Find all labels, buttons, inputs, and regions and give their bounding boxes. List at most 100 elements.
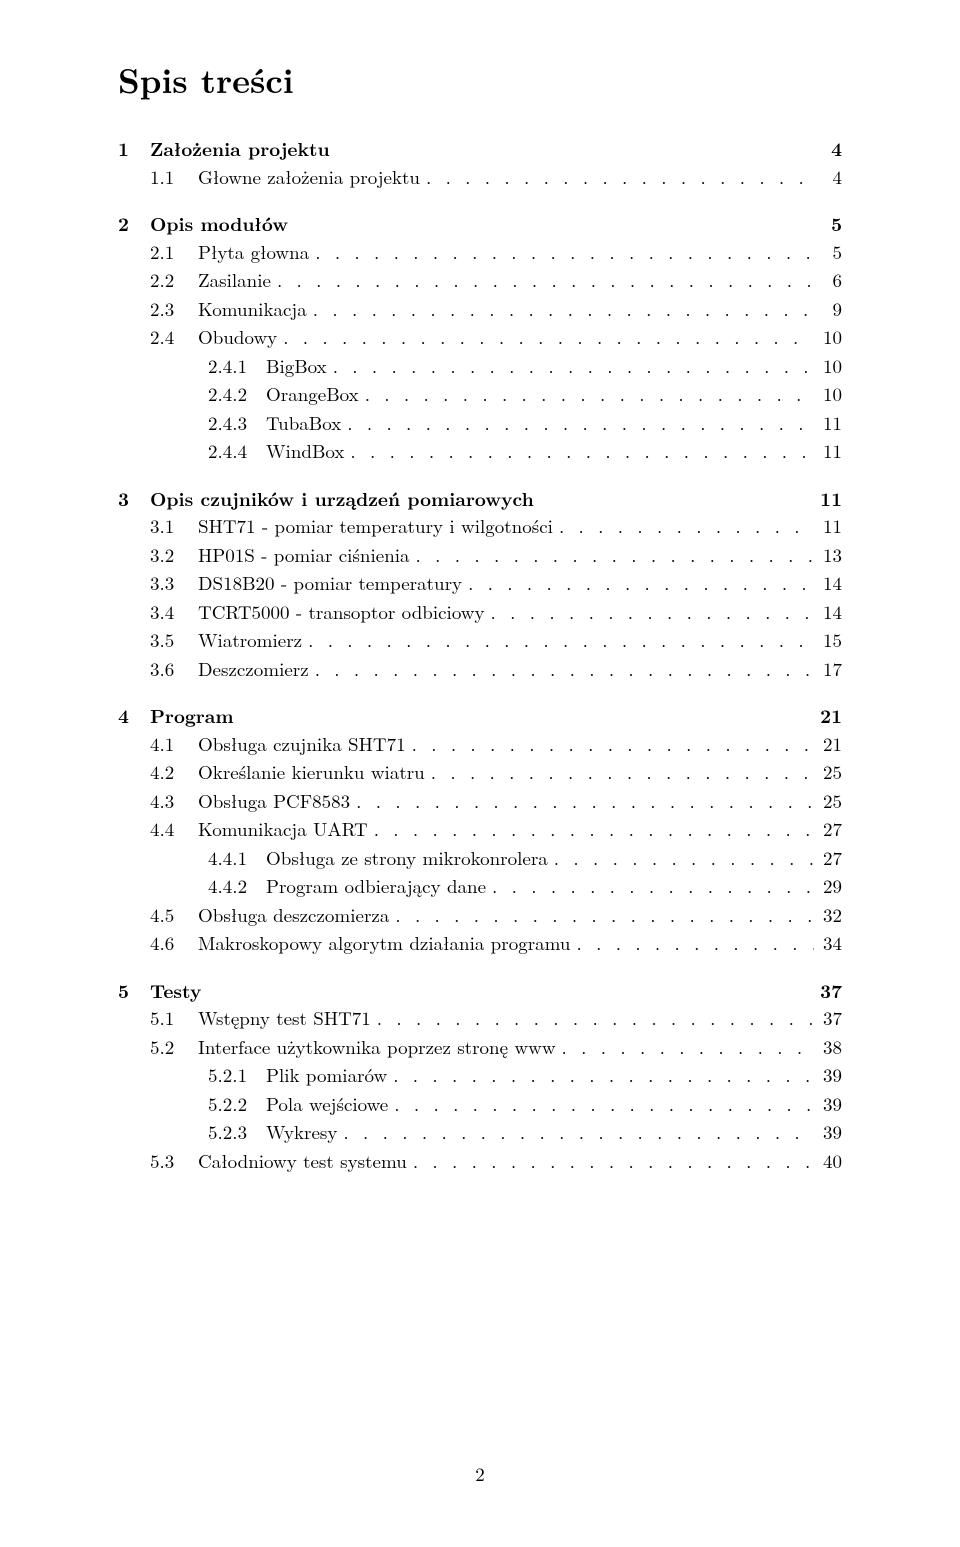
toc-entry-label: Obsługa PCF8583 — [198, 787, 354, 816]
toc-entry-number: 5 — [118, 976, 150, 1005]
toc-entry-label: Obsługa czujnika SHT71 — [198, 730, 410, 759]
toc-entry: 3.4TCRT5000 - transoptor odbiciowy. . . … — [118, 598, 842, 627]
toc-entry-label: Założenia projektu — [150, 134, 334, 163]
toc-entry-label: Komunikacja — [198, 295, 311, 324]
toc-entry: 3.5Wiatromierz. . . . . . . . . . . . . … — [118, 626, 842, 655]
toc-entry-number: 1 — [118, 134, 150, 163]
toc-entry-leader-dots: . . . . . . . . . . . . . . . . . . . . … — [363, 380, 814, 409]
toc-entry-label: WindBox — [266, 437, 348, 466]
toc-entry-number: 5.2.1 — [208, 1061, 266, 1090]
toc-entry: 4.2Określanie kierunku wiatru. . . . . .… — [118, 758, 842, 787]
toc-entry-label: Obudowy — [198, 323, 281, 352]
toc-entry-page: 6 — [814, 266, 842, 295]
toc-entry-leader-dots: . . . . . . . . . . . . . . . . . . . . … — [331, 352, 814, 381]
toc-entry-number: 2 — [118, 209, 150, 238]
toc-entry: 4.4Komunikacja UART. . . . . . . . . . .… — [118, 815, 842, 844]
toc-entry-page: 13 — [814, 541, 842, 570]
toc-entry: 4.4.1Obsługa ze strony mikrokonrolera. .… — [118, 844, 842, 873]
toc-entry-leader-dots: . . . . . . . . . . . . . . . . . . . . … — [341, 1118, 814, 1147]
toc-entry-number: 4.3 — [150, 787, 198, 816]
toc-entry-number: 2.4 — [150, 323, 198, 352]
toc-entry: 2.2Zasilanie. . . . . . . . . . . . . . … — [118, 266, 842, 295]
toc-entry-label: Płyta głowna — [198, 238, 313, 267]
toc-entry-page: 27 — [814, 815, 842, 844]
toc-entry-page: 5 — [814, 238, 842, 267]
toc-entry-label: Interface użytkownika poprzez stronę www — [198, 1033, 560, 1062]
toc-entry-label: SHT71 - pomiar temperatury i wilgotności — [198, 512, 557, 541]
toc-entry-number: 4.6 — [150, 929, 198, 958]
toc-entry-leader-dots: . . . . . . . . . . . . . . . . . . . . … — [313, 655, 814, 684]
toc-entry: 4.6Makroskopowy algorytm działania progr… — [118, 929, 842, 958]
toc-entry-leader-dots: . . . . . . . . . . . . . . . . . . . . … — [372, 815, 814, 844]
toc-entry-page: 4 — [814, 163, 842, 192]
toc-entry-label: Całodniowy test systemu — [198, 1147, 411, 1176]
toc-entry-number: 4.4.1 — [208, 844, 266, 873]
toc-entry-label: Zasilanie — [198, 266, 275, 295]
toc-entry: 3.1SHT71 - pomiar temperatury i wilgotno… — [118, 512, 842, 541]
toc-entry-number: 5.1 — [150, 1004, 198, 1033]
toc-entry-page: 38 — [814, 1033, 842, 1062]
toc-entry: 3Opis czujników i urządzeń pomiarowych. … — [118, 484, 842, 513]
toc-entry-page: 11 — [814, 437, 842, 466]
toc-entry-page: 14 — [814, 569, 842, 598]
toc-entry-page: 11 — [814, 409, 842, 438]
toc-entry-page: 4 — [814, 134, 842, 163]
toc-entry: 2.4.3TubaBox. . . . . . . . . . . . . . … — [118, 409, 842, 438]
toc-entry-page: 39 — [814, 1118, 842, 1147]
toc-entry-page: 25 — [814, 758, 842, 787]
toc-entry-leader-dots: . . . . . . . . . . . . . . . . . . . . … — [490, 872, 814, 901]
toc-entry: 5.2.2Pola wejściowe. . . . . . . . . . .… — [118, 1090, 842, 1119]
toc-entry-number: 3.5 — [150, 626, 198, 655]
toc-entry-number: 5.3 — [150, 1147, 198, 1176]
toc-entry-leader-dots: . . . . . . . . . . . . . . . . . . . . … — [424, 163, 814, 192]
toc-entry-label: Obsługa deszczomierza — [198, 901, 393, 930]
toc-entry: 5.3Całodniowy test systemu. . . . . . . … — [118, 1147, 842, 1176]
toc-entry-label: Makroskopowy algorytm działania programu — [198, 929, 575, 958]
toc-entry-leader-dots: . . . . . . . . . . . . . . . . . . . . … — [311, 295, 814, 324]
toc-entry-page: 9 — [814, 295, 842, 324]
toc-entry-label: OrangeBox — [266, 380, 363, 409]
toc-entry: 3.2HP01S - pomiar ciśnienia. . . . . . .… — [118, 541, 842, 570]
toc-entry-number: 4.2 — [150, 758, 198, 787]
toc-entry-label: Głowne założenia projektu — [198, 163, 424, 192]
toc-entry-number: 2.4.3 — [208, 409, 266, 438]
toc-entry: 3.6Deszczomierz. . . . . . . . . . . . .… — [118, 655, 842, 684]
toc-entry: 4.3Obsługa PCF8583. . . . . . . . . . . … — [118, 787, 842, 816]
toc-entry: 5.1Wstępny test SHT71. . . . . . . . . .… — [118, 1004, 842, 1033]
toc-entry-label: Wykresy — [266, 1118, 341, 1147]
toc-entry-number: 5.2 — [150, 1033, 198, 1062]
toc-entry: 2Opis modułów. . . . . . . . . . . . . .… — [118, 209, 842, 238]
toc-entry-number: 2.1 — [150, 238, 198, 267]
page-number: 2 — [0, 1460, 960, 1487]
toc-entry: 2.4.1BigBox. . . . . . . . . . . . . . .… — [118, 352, 842, 381]
toc-entry-label: TubaBox — [266, 409, 345, 438]
toc-entry-leader-dots: . . . . . . . . . . . . . . . . . . . . … — [489, 598, 814, 627]
toc-entry-page: 29 — [814, 872, 842, 901]
toc-entry-page: 25 — [814, 787, 842, 816]
toc-entry-label: Program odbierający dane — [266, 872, 490, 901]
toc-entry-number: 3.3 — [150, 569, 198, 598]
toc-entry-label: HP01S - pomiar ciśnienia — [198, 541, 414, 570]
toc-entry-page: 37 — [814, 976, 842, 1005]
toc-title: Spis treści — [118, 55, 842, 104]
toc-entry-label: Wstępny test SHT71 — [198, 1004, 375, 1033]
toc-entry-number: 4.4.2 — [208, 872, 266, 901]
toc-entry-page: 14 — [814, 598, 842, 627]
toc-entry-label: Wiatromierz — [198, 626, 306, 655]
toc-entry: 4.5Obsługa deszczomierza. . . . . . . . … — [118, 901, 842, 930]
toc-entry-label: Komunikacja UART — [198, 815, 372, 844]
toc-entry-leader-dots: . . . . . . . . . . . . . . . . . . . . … — [552, 844, 814, 873]
table-of-contents: 1Założenia projektu . . . . . . . . . . .… — [118, 134, 842, 1175]
toc-entry-leader-dots: . . . . . . . . . . . . . . . . . . . . … — [275, 266, 814, 295]
toc-entry-label: Określanie kierunku wiatru — [198, 758, 429, 787]
toc-entry-page: 32 — [814, 901, 842, 930]
toc-entry: 4Program. . . . . . . . . . . . . . . . … — [118, 701, 842, 730]
toc-entry-page: 11 — [814, 512, 842, 541]
toc-entry: 5.2.1Plik pomiarów. . . . . . . . . . . … — [118, 1061, 842, 1090]
toc-entry-number: 5.2.2 — [208, 1090, 266, 1119]
toc-entry: 2.1Płyta głowna. . . . . . . . . . . . .… — [118, 238, 842, 267]
toc-entry-page: 21 — [814, 730, 842, 759]
toc-entry-leader-dots: . . . . . . . . . . . . . . . . . . . . … — [345, 409, 814, 438]
toc-entry-page: 10 — [814, 323, 842, 352]
toc-entry: 2.4.4WindBox. . . . . . . . . . . . . . … — [118, 437, 842, 466]
